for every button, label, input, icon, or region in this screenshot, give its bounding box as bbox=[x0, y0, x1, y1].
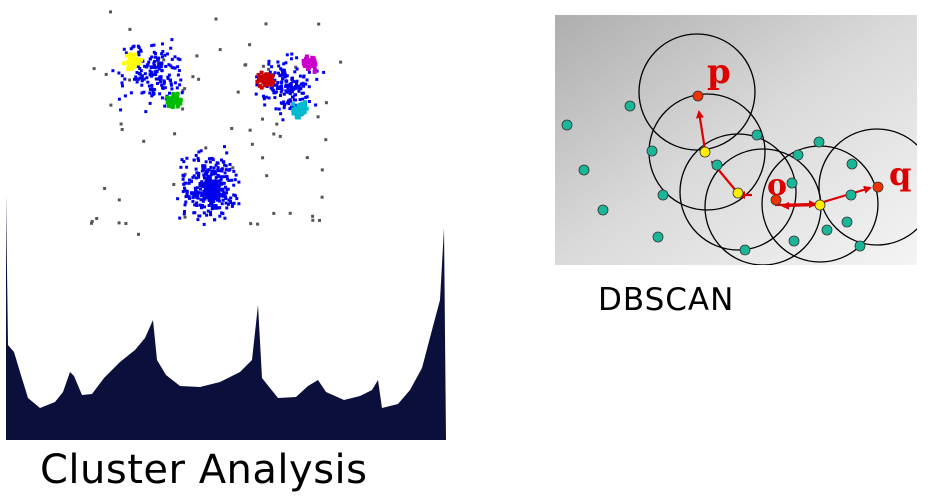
point-label-p: p bbox=[707, 52, 731, 92]
point-label-q: q bbox=[889, 155, 911, 193]
cluster-analysis-figure bbox=[6, 10, 446, 440]
dbscan-background bbox=[555, 15, 917, 265]
cluster-scatter-plot bbox=[90, 10, 343, 236]
cluster-analysis-caption: Cluster Analysis bbox=[40, 447, 368, 493]
dbscan-points bbox=[561, 90, 884, 256]
point-label-o: o bbox=[767, 168, 787, 203]
dbscan-caption: DBSCAN bbox=[598, 282, 735, 318]
density-profile bbox=[6, 195, 446, 440]
dbscan-diagram: p o q bbox=[555, 15, 917, 265]
